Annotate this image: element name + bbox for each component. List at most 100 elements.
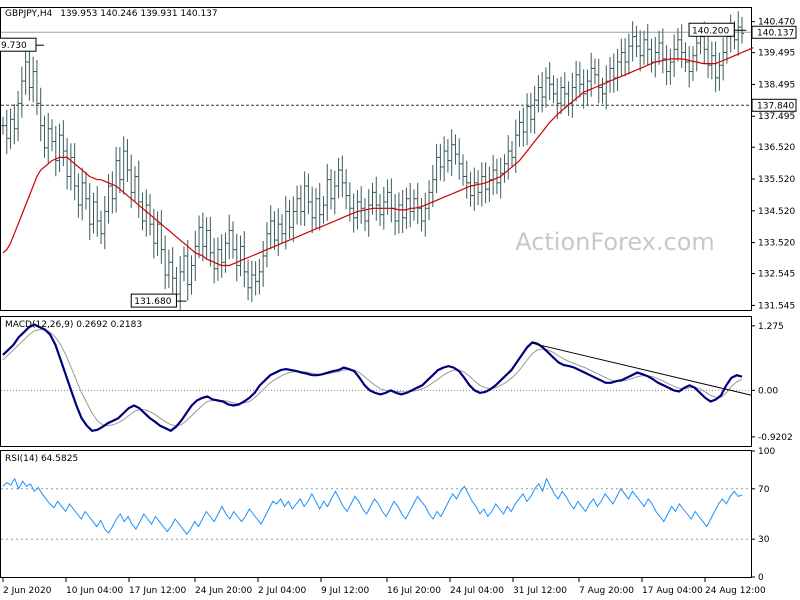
price-horizontal-lines	[1, 31, 751, 106]
rsi-axis: 100 70 30 0	[751, 447, 775, 583]
ohlc-bar	[679, 24, 684, 69]
ohlc-bar	[626, 33, 631, 75]
ohlc-bar	[434, 143, 439, 194]
ohlc-bar	[329, 169, 334, 210]
ohlc-bar	[132, 166, 137, 203]
ohlc-bar	[468, 171, 473, 207]
ohlc-bar	[411, 189, 416, 221]
ohlc-bar	[543, 67, 548, 108]
rsi-tick-label: 0	[758, 573, 764, 583]
ohlc-bar	[336, 157, 341, 199]
time-tick-label: 24 Aug 12:00	[705, 586, 766, 596]
price-tick-label: 131.545	[758, 301, 795, 311]
ohlc-bar	[634, 25, 639, 58]
ohlc-bar	[19, 66, 24, 118]
rsi-line	[2, 477, 743, 536]
ohlc-bar	[125, 139, 130, 183]
ohlc-bar	[200, 212, 205, 262]
ohlc-bar	[313, 187, 318, 229]
ohlc-bar	[396, 192, 401, 234]
ohlc-bar	[306, 173, 311, 215]
ohlc-bar	[457, 138, 462, 180]
high-label-box	[688, 22, 735, 37]
ohlc-bar	[8, 108, 13, 150]
ohlc-bar	[419, 197, 424, 232]
price-tick-label: 133.520	[758, 239, 795, 249]
moving-average-line	[2, 47, 754, 267]
ohlc-bar	[163, 235, 168, 290]
macd-header: MACD(12,26,9) 0.2692 0.2183	[5, 320, 142, 330]
ohlc-bar	[453, 134, 458, 165]
ohlc-bar	[374, 176, 379, 221]
ohlc-bar	[219, 234, 224, 278]
ohlc-bar	[528, 92, 533, 133]
price-tick-label: 134.520	[758, 207, 795, 217]
price-tick-label: 132.545	[758, 270, 795, 280]
ohlc-bar	[494, 158, 499, 195]
ohlc-bar	[690, 46, 695, 82]
time-tick-label: 2 Jun 2020	[3, 586, 52, 596]
ohlc-bar	[638, 30, 643, 72]
ohlc-bar	[596, 58, 601, 104]
ohlc-bar	[117, 147, 122, 194]
ohlc-bar	[630, 21, 635, 62]
ohlc-bar	[404, 187, 409, 229]
ohlc-bar	[170, 247, 175, 294]
ohlc-bar	[317, 182, 322, 231]
ohlc-bar	[721, 37, 726, 81]
ohlc-bar	[12, 103, 17, 145]
ohlc-bar	[223, 232, 228, 273]
ohlc-bar	[378, 193, 383, 226]
time-tick-label: 24 Jun 20:00	[195, 586, 252, 596]
ohlc-bar	[521, 107, 526, 147]
ohlc-bar	[442, 136, 447, 182]
ohlc-bar	[215, 237, 220, 281]
time-tick-label: 7 Aug 20:00	[579, 586, 634, 596]
ohlc-bar	[185, 240, 190, 301]
time-tick-label: 17 Aug 04:00	[642, 586, 703, 596]
ohlc-bar	[264, 222, 269, 268]
ohlc-bar	[325, 163, 330, 221]
ohlc-bar	[295, 185, 300, 225]
price-label-box	[751, 98, 797, 112]
price-panel: ActionForex.com 140.200 131.680 9.730 140.…	[0, 7, 797, 311]
ohlc-bar	[344, 169, 349, 210]
ohlc-bar	[668, 48, 673, 85]
ohlc-bar	[498, 157, 503, 199]
price-label-box	[751, 25, 797, 39]
ohlc-bar	[197, 215, 202, 259]
price-label: 140.137	[757, 28, 794, 38]
macd-axis: 1.275 0.00 -0.9202	[751, 322, 793, 443]
ohlc-bar	[155, 211, 160, 257]
ohlc-bar	[506, 135, 511, 180]
ohlc-bar	[649, 38, 654, 73]
price-axis: 140.470 139.495 138.495 137.495 136.520 135.5…	[751, 18, 797, 311]
ohlc-bar	[555, 78, 560, 120]
ohlc-bar	[181, 246, 186, 282]
ohlc-bar	[234, 233, 239, 282]
ohlc-bar	[261, 240, 266, 287]
macd-panel: 1.275 0.00 -0.9202 MACD(12,26,9) 0.2692 0.…	[0, 316, 793, 447]
price-tick-label: 137.495	[758, 112, 795, 122]
ohlc-bar	[445, 139, 450, 173]
ohlc-bar	[61, 120, 66, 167]
prior-high-label: 9.730	[1, 41, 27, 51]
ohlc-bar	[204, 217, 209, 260]
ohlc-bar	[57, 123, 62, 173]
ohlc-bar	[302, 171, 307, 226]
ohlc-bar	[76, 173, 81, 218]
ohlc-bar	[227, 214, 232, 260]
ohlc-bar	[50, 119, 55, 152]
macd-tick-label: 1.275	[758, 322, 784, 332]
ohlc-bar	[611, 53, 616, 93]
ohlc-bar	[87, 182, 92, 240]
ohlc-bar	[559, 76, 564, 115]
ohlc-bar	[4, 109, 9, 155]
ohlc-bar	[672, 34, 677, 77]
ohlc-bar	[657, 30, 662, 65]
ohlc-bar	[310, 186, 315, 234]
ohlc-bar	[574, 60, 579, 102]
ohlc-bar	[42, 115, 47, 158]
ohlc-bar	[283, 195, 288, 250]
